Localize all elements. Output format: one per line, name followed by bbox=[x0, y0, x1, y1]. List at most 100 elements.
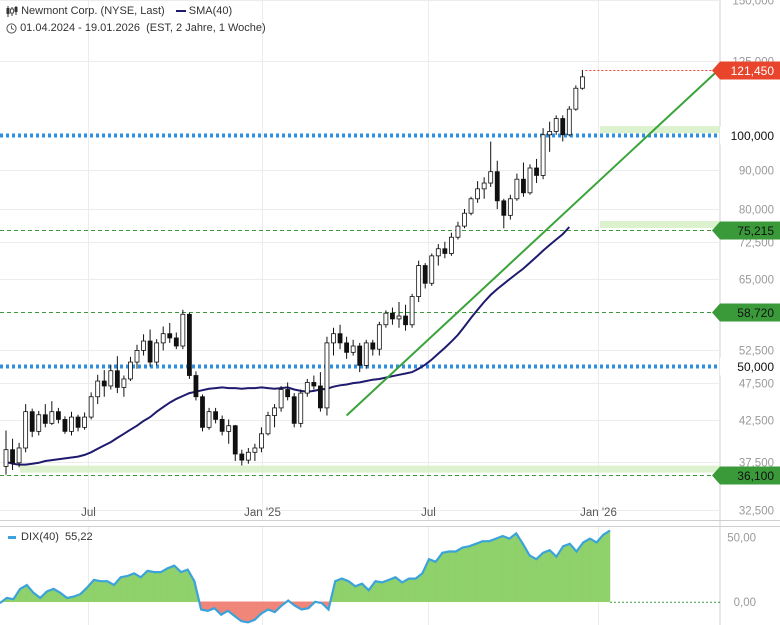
candle-body-down bbox=[56, 411, 61, 420]
candle bbox=[501, 198, 507, 229]
candle bbox=[232, 424, 238, 462]
candle-body-up bbox=[252, 447, 258, 453]
candle-body-up bbox=[396, 315, 402, 320]
x-tick-label: Jul bbox=[421, 507, 436, 519]
candle bbox=[475, 181, 481, 203]
y-tick-label: 32,500 bbox=[739, 506, 774, 518]
candle bbox=[134, 344, 140, 369]
candle bbox=[219, 415, 225, 436]
candle-body-up bbox=[350, 345, 356, 353]
candle bbox=[547, 121, 553, 152]
candle-body-up bbox=[108, 370, 114, 387]
candle-body-up bbox=[435, 248, 441, 257]
candle bbox=[337, 324, 343, 350]
candle bbox=[566, 106, 572, 137]
candle bbox=[154, 339, 160, 366]
candle bbox=[488, 141, 494, 187]
candle bbox=[128, 356, 133, 382]
candle-body-down bbox=[311, 382, 317, 387]
candle-body-up bbox=[448, 236, 454, 254]
candle bbox=[147, 329, 153, 367]
candle bbox=[3, 430, 9, 475]
candle-body-down bbox=[147, 340, 153, 363]
candle-body-up bbox=[272, 407, 277, 416]
candle-body-up bbox=[121, 378, 127, 388]
candle-body-up bbox=[298, 392, 304, 424]
candle bbox=[259, 427, 264, 453]
candle-body-up bbox=[475, 188, 481, 200]
trend-lines bbox=[345, 69, 719, 417]
candle bbox=[206, 407, 212, 430]
candle-body-down bbox=[344, 342, 350, 353]
candle bbox=[376, 321, 382, 356]
candle-body-down bbox=[291, 396, 297, 424]
level-badge bbox=[712, 221, 780, 240]
level-label: 36,100 bbox=[737, 469, 774, 483]
candle-body-up bbox=[49, 411, 55, 424]
candle bbox=[75, 414, 81, 432]
candlestick-icon bbox=[6, 5, 18, 17]
candle-body-down bbox=[390, 312, 395, 320]
candle-body-up bbox=[553, 118, 559, 132]
candle-body-down bbox=[534, 167, 539, 176]
candle bbox=[435, 244, 441, 266]
support-zone bbox=[600, 220, 720, 228]
candle-body-down bbox=[101, 380, 107, 387]
level-badge bbox=[712, 61, 780, 80]
y-tick-label: 47,500 bbox=[739, 379, 774, 391]
level-badge-bg bbox=[720, 357, 780, 376]
candle bbox=[521, 162, 526, 197]
candle-body-down bbox=[317, 385, 323, 409]
candle-body-down bbox=[357, 345, 363, 366]
level-badge bbox=[712, 466, 780, 485]
candle-body-up bbox=[265, 415, 271, 435]
candle bbox=[42, 404, 48, 428]
candle-body-up bbox=[527, 167, 533, 194]
level-badge bbox=[712, 303, 780, 322]
candle bbox=[370, 339, 376, 356]
dix-legend-value: 55,22 bbox=[65, 531, 93, 543]
candle-body-down bbox=[501, 200, 507, 216]
candle bbox=[160, 326, 166, 351]
candle bbox=[49, 401, 55, 425]
candle-body-up bbox=[36, 414, 42, 432]
candle bbox=[173, 332, 179, 350]
candle bbox=[350, 339, 356, 356]
candle-body-down bbox=[29, 411, 35, 432]
dix-legend: DIX(40) 55,22 bbox=[8, 531, 93, 543]
candle-body-up bbox=[331, 333, 336, 344]
candle-body-up bbox=[416, 265, 422, 297]
candle-body-down bbox=[337, 333, 343, 344]
candle-body-down bbox=[239, 453, 245, 461]
y-tick-label: 150,000 bbox=[732, 0, 774, 8]
candle bbox=[56, 407, 61, 424]
candle-body-up bbox=[481, 182, 487, 190]
support-zone bbox=[600, 126, 720, 134]
candle bbox=[245, 447, 251, 464]
candle bbox=[442, 241, 448, 259]
chart-header: Newmont Corp. (NYSE, Last) SMA(40) bbox=[6, 5, 232, 17]
date-range: 01.04.2024 - 19.01.2026 bbox=[20, 22, 140, 34]
candle-body-up bbox=[23, 411, 29, 449]
level-label: 58,720 bbox=[737, 306, 774, 320]
candle-body-down bbox=[370, 342, 376, 350]
candle-body-down bbox=[186, 313, 192, 376]
y-tick-label: 80,000 bbox=[739, 205, 774, 217]
level-badges: 121,450 100,000 75,215 58,720 50,000 36,100 bbox=[712, 61, 780, 485]
candle-body-up bbox=[259, 433, 264, 449]
candle bbox=[468, 196, 474, 216]
candle bbox=[193, 371, 199, 401]
candle bbox=[29, 408, 35, 438]
candle bbox=[69, 411, 74, 436]
candle bbox=[180, 309, 186, 350]
y-tick-label: 65,000 bbox=[739, 275, 774, 287]
candle bbox=[82, 412, 87, 430]
candle bbox=[36, 410, 42, 436]
candle bbox=[560, 115, 566, 142]
dix-axis: 0,00 50,00 bbox=[727, 532, 756, 608]
candle-body-up bbox=[488, 171, 494, 184]
candle-body-up bbox=[304, 382, 310, 394]
candle-body-up bbox=[462, 212, 467, 227]
dix-legend-label: DIX(40) bbox=[21, 531, 59, 543]
x-tick-label: Jan '25 bbox=[244, 507, 281, 519]
